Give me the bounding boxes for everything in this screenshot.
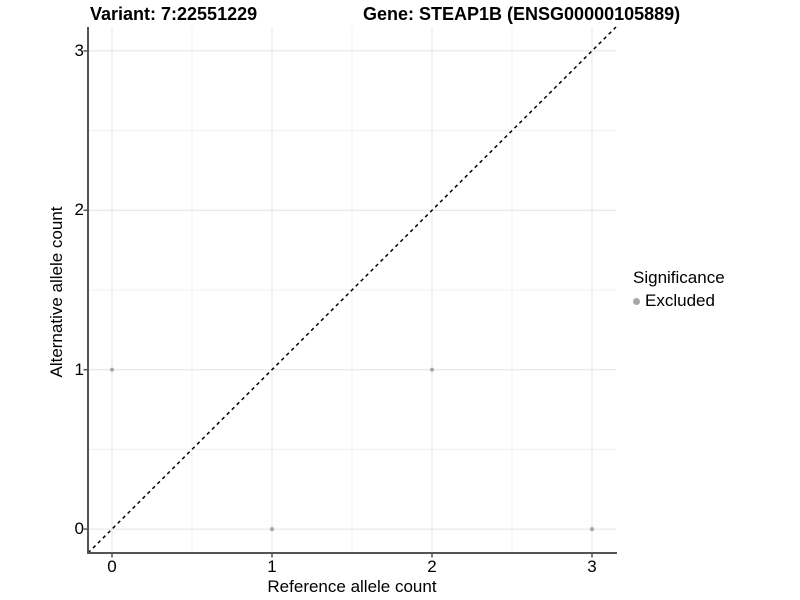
plot-title-gene: Gene: STEAP1B (ENSG00000105889) [363, 4, 681, 24]
data-point [109, 367, 115, 372]
legend-point-icon [633, 297, 640, 305]
legend-title: Significance [633, 268, 725, 287]
y-tick-label: 1 [74, 359, 84, 379]
legend-item-excluded: Excluded [633, 291, 725, 311]
y-tick-label: 2 [74, 200, 84, 220]
data-point [589, 526, 595, 532]
x-tick-label: 1 [267, 557, 277, 576]
x-axis-title: Reference allele count [267, 577, 437, 596]
identity-reference-line [87, 26, 617, 554]
y-axis-title: Alternative allele count [47, 206, 66, 378]
y-tick-label: 0 [74, 519, 84, 539]
data-point [429, 367, 435, 372]
y-tick-label: 3 [74, 40, 84, 60]
x-tick-label: 2 [427, 557, 437, 576]
plot-title-variant: Variant: 7:22551229 [90, 4, 258, 24]
legend-item-label: Excluded [645, 291, 715, 310]
x-tick-label: 0 [107, 557, 117, 576]
x-tick-label: 3 [587, 557, 597, 576]
legend: Significance Excluded [633, 268, 725, 311]
data-point [269, 526, 275, 532]
